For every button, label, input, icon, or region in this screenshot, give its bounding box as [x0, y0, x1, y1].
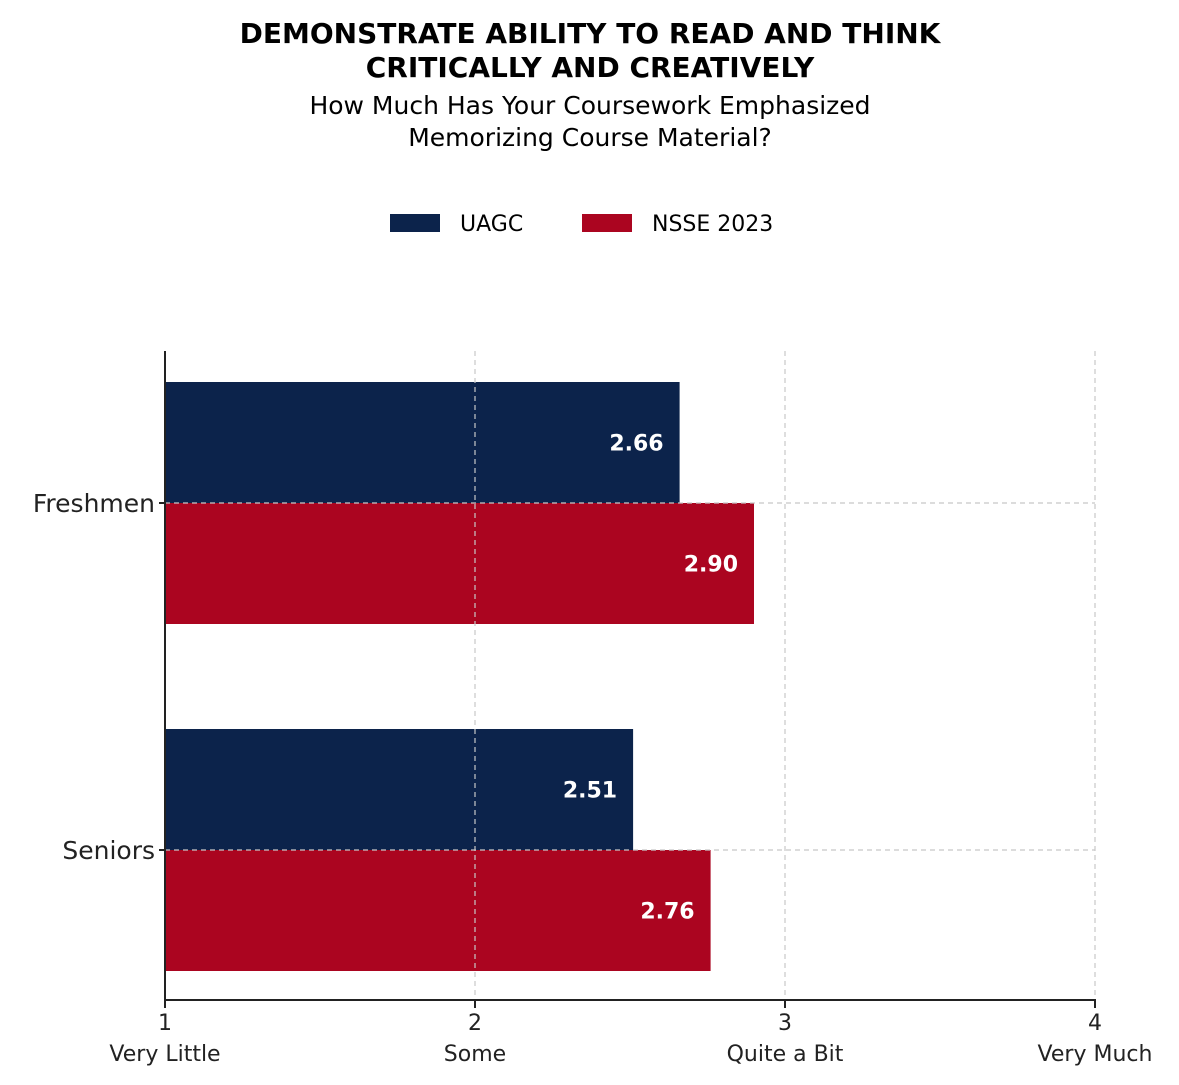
legend-label-uagc: UAGC: [460, 212, 523, 237]
bars: [165, 382, 754, 971]
value-labels: 2.66 2.90 2.51 2.76: [563, 432, 738, 925]
value-label-uagc-seniors: 2.51: [563, 779, 617, 804]
category-label-seniors: Seniors: [62, 836, 155, 865]
chart-subtitle-line-1: How Much Has Your Coursework Emphasized: [309, 91, 870, 120]
x-axis-ticks: 1 Very Little 2 Some 3 Quite a Bit 4 Very Much: [109, 1000, 1152, 1067]
legend-label-nsse-2023: NSSE 2023: [652, 212, 773, 237]
chart-title-line-2: CRITICALLY AND CREATIVELY: [366, 51, 815, 84]
legend-swatch-nsse-2023: [582, 214, 632, 232]
x-tick-number-2: 2: [468, 1011, 482, 1036]
legend-swatch-uagc: [390, 214, 440, 232]
legend: UAGC NSSE 2023: [390, 212, 773, 237]
axes: [164, 351, 1096, 1001]
x-tick-text-some: Some: [444, 1042, 506, 1067]
x-tick-number-1: 1: [158, 1011, 172, 1036]
bar-nsse-2023-freshmen: [165, 503, 754, 624]
value-label-uagc-freshmen: 2.66: [609, 432, 663, 457]
bar-nsse-2023-seniors: [165, 850, 711, 971]
chart-subtitle-line-2: Memorizing Course Material?: [408, 123, 772, 152]
chart-title: DEMONSTRATE ABILITY TO READ AND THINK CR…: [240, 17, 942, 84]
bar-uagc-seniors: [165, 729, 634, 850]
chart-subtitle: How Much Has Your Coursework Emphasized …: [309, 91, 870, 152]
x-tick-text-very-little: Very Little: [109, 1042, 220, 1067]
bar-uagc-freshmen: [165, 382, 680, 503]
category-label-freshmen: Freshmen: [33, 489, 155, 518]
chart-title-line-1: DEMONSTRATE ABILITY TO READ AND THINK: [240, 17, 942, 50]
value-label-nsse-2023-freshmen: 2.90: [684, 553, 738, 578]
value-label-nsse-2023-seniors: 2.76: [640, 900, 694, 925]
x-tick-number-4: 4: [1088, 1011, 1102, 1036]
x-tick-text-very-much: Very Much: [1038, 1042, 1153, 1067]
x-tick-number-3: 3: [778, 1011, 792, 1036]
x-tick-text-quite-a-bit: Quite a Bit: [727, 1042, 844, 1067]
category-labels: Freshmen Seniors: [33, 489, 165, 865]
